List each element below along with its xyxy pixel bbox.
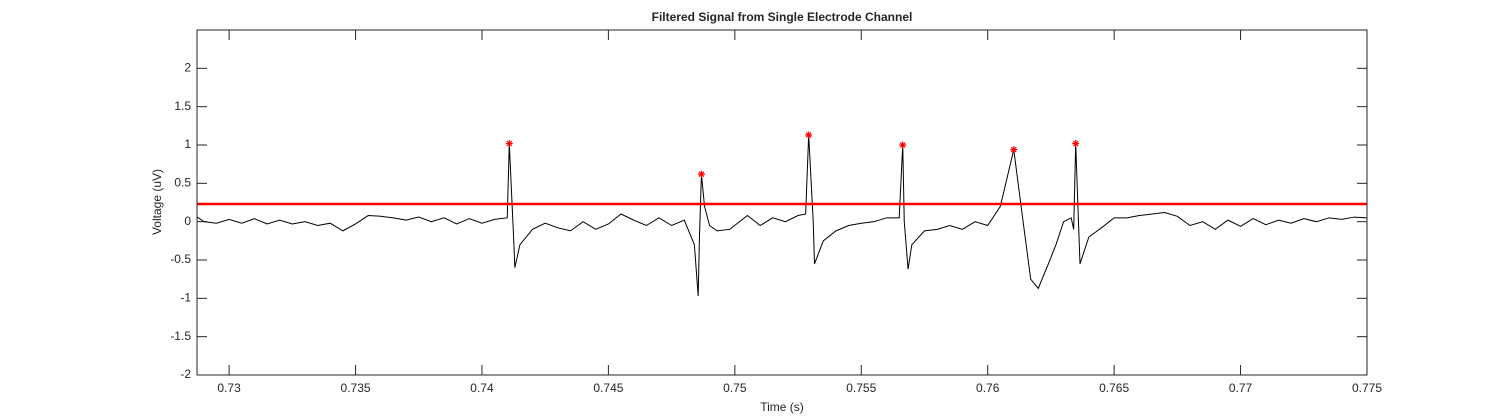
x-tick-label: 0.775: [1352, 381, 1382, 395]
y-tick-label: 1: [184, 137, 191, 151]
y-tick-label: -1: [180, 291, 191, 305]
peak-marker: [697, 170, 705, 178]
x-tick-label: 0.745: [593, 381, 623, 395]
x-axis-label: Time (s): [760, 400, 804, 414]
peak-marker: [1010, 146, 1018, 154]
peak-marker: [805, 131, 813, 139]
x-tick-label: 0.735: [341, 381, 371, 395]
y-axis-label: Voltage (uV): [150, 169, 164, 235]
y-tick-label: -1.5: [170, 329, 191, 343]
y-tick-label: 2: [184, 61, 191, 75]
signal-line: [197, 135, 1367, 297]
peak-marker: [1072, 139, 1080, 147]
y-tick-label: 0.5: [174, 176, 191, 190]
y-tick-label: -2: [180, 367, 191, 381]
x-tick-label: 0.73: [217, 381, 241, 395]
x-tick-label: 0.76: [976, 381, 1000, 395]
y-tick-label: 1.5: [174, 99, 191, 113]
chart-title: Filtered Signal from Single Electrode Ch…: [652, 10, 913, 24]
x-tick-label: 0.765: [1099, 381, 1129, 395]
axes-box: [196, 29, 1368, 376]
peak-marker: [899, 141, 907, 149]
x-tick-label: 0.755: [846, 381, 876, 395]
x-tick-label: 0.77: [1229, 381, 1253, 395]
peak-marker: [505, 139, 513, 147]
y-tick-label: -0.5: [170, 252, 191, 266]
y-tick-label: 0: [184, 214, 191, 228]
x-tick-label: 0.75: [723, 381, 747, 395]
x-tick-label: 0.74: [470, 381, 494, 395]
